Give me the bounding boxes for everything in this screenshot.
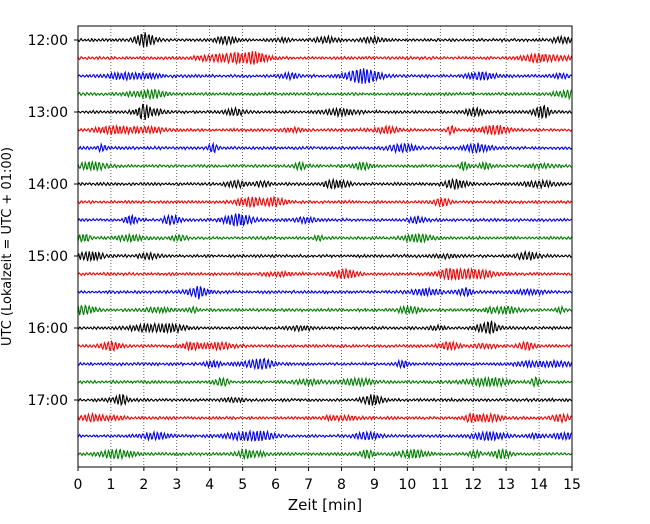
x-axis-label: Zeit [min] [288,496,362,514]
y-tick-label: 16:00 [28,321,68,337]
x-tick-label: 11 [431,477,449,493]
x-tick-label: 10 [398,477,416,493]
trace-line [77,195,572,209]
y-axis-label: UTC (Lokalzeit = UTC + 01:00) [0,147,15,346]
trace-line [77,357,573,371]
x-tick-label: 3 [172,477,181,493]
trace-line [77,447,573,461]
trace-line [77,141,573,155]
y-tick-label: 17:00 [28,393,68,409]
trace-line [77,304,572,316]
trace-line [77,103,572,121]
trace-line [77,32,573,48]
x-tick-label: 5 [238,477,247,493]
plot-frame [77,25,573,468]
trace-line [77,339,573,353]
x-tick-label: 6 [271,477,280,493]
x-tick-label: 14 [530,477,548,493]
trace-line [77,393,572,407]
x-tick-label: 15 [563,477,581,493]
trace-line [77,411,572,425]
x-axis-ticks: 0 1 2 3 4 5 6 7 8 9 10 11 12 13 14 15 [74,467,581,493]
x-tick-label: 9 [370,477,379,493]
trace-line [77,375,572,389]
x-tick-label: 12 [464,477,482,493]
trace-layer [77,32,573,461]
trace-line [77,320,572,335]
y-axis-ticks: 12:00 13:00 14:00 15:00 16:00 17:00 [28,33,78,409]
x-tick-label: 2 [139,477,148,493]
x-tick-label: 7 [304,477,313,493]
x-tick-label: 4 [205,477,214,493]
trace-line [77,266,573,282]
trace-line [77,232,573,244]
trace-line [77,51,573,66]
y-tick-label: 14:00 [28,177,68,193]
trace-line [77,429,573,443]
y-tick-label: 13:00 [28,105,68,121]
trace-line [77,123,573,137]
trace-line [77,249,572,263]
x-tick-label: 0 [74,477,83,493]
trace-line [77,286,572,300]
x-tick-label: 1 [106,477,115,493]
trace-line [77,68,573,84]
x-tick-label: 8 [337,477,346,493]
y-tick-label: 12:00 [28,33,68,49]
trace-line [77,160,572,173]
x-tick-label: 13 [497,477,515,493]
y-tick-label: 15:00 [28,249,68,265]
trace-line [77,212,572,228]
trace-line [77,88,573,101]
trace-line [77,177,573,191]
